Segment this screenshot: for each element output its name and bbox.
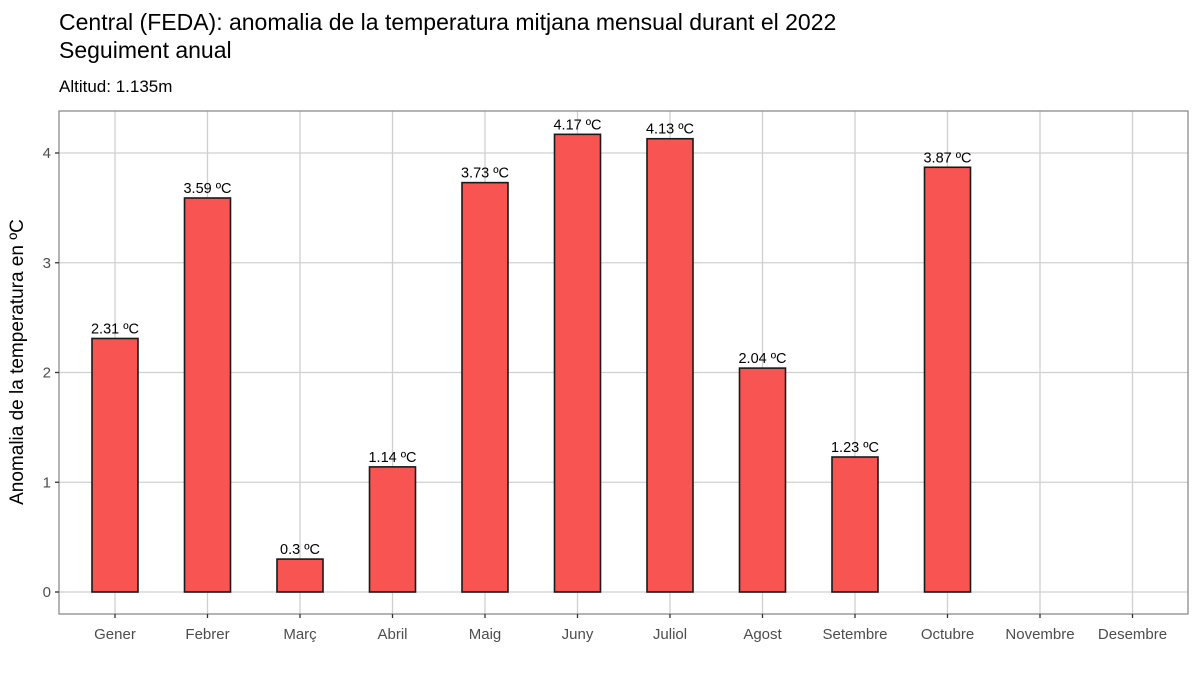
bar-value-label: 0.3 ºC — [280, 542, 320, 558]
bar-rect — [553, 133, 602, 593]
chart-title: Central (FEDA): anomalia de la temperatu… — [59, 9, 837, 35]
x-tick-label: Febrer — [185, 626, 229, 643]
bar-juny: 4.17 ºC — [553, 117, 602, 593]
x-tick-label: Maig — [469, 626, 502, 643]
bar-rect — [831, 456, 879, 593]
x-tick-label: Març — [283, 626, 317, 643]
y-axis: 0 1 2 3 4 — [43, 145, 59, 601]
x-tick-label: Agost — [743, 626, 782, 643]
bar-value-label: 2.04 ºC — [738, 351, 786, 367]
bar-value-label: 1.14 ºC — [368, 450, 416, 466]
y-tick-label: 3 — [43, 255, 51, 272]
x-tick-label: Novembre — [1005, 626, 1074, 643]
bar-value-label: 3.59 ºC — [183, 181, 231, 197]
x-tick-label: Abril — [377, 626, 407, 643]
bar-value-label: 2.31 ºC — [91, 321, 139, 337]
x-tick-label: Desembre — [1098, 626, 1167, 643]
bar-value-label: 3.87 ºC — [923, 150, 971, 166]
bar-rect — [646, 137, 694, 593]
bar-value-label: 3.73 ºC — [461, 166, 509, 182]
x-axis: Gener Febrer Març Abril Maig Juny Juliol Agost S… — [94, 614, 1167, 643]
bar-rect — [738, 367, 787, 593]
bar-value-label: 1.23 ºC — [831, 440, 879, 456]
bar-març: 0.3 ºC — [276, 542, 324, 593]
bar-rect — [183, 197, 232, 593]
bar-maig: 3.73 ºC — [461, 166, 509, 593]
bar-agost: 2.04 ºC — [738, 351, 787, 593]
y-tick-label: 4 — [43, 145, 51, 162]
y-tick-label: 2 — [43, 365, 51, 382]
chart-caption: Altitud: 1.135m — [59, 77, 173, 96]
bar-value-label: 4.13 ºC — [646, 122, 694, 138]
bar-rect — [461, 181, 509, 593]
bar-rect — [923, 166, 972, 593]
bar-abril: 1.14 ºC — [368, 450, 417, 593]
x-tick-label: Juliol — [653, 626, 687, 643]
bar-value-label: 4.17 ºC — [553, 117, 601, 133]
bars: 2.31 ºC 3.59 ºC 0.3 ºC 1.14 ºC 3.73 ºC 4.17 º… — [91, 117, 972, 593]
y-tick-label: 1 — [43, 474, 51, 491]
x-tick-label: Juny — [562, 626, 594, 643]
bar-octubre: 3.87 ºC — [923, 150, 972, 593]
x-tick-label: Setembre — [822, 626, 887, 643]
y-tick-label: 0 — [43, 584, 51, 601]
bar-rect — [368, 466, 417, 593]
chart-subtitle: Seguiment anual — [59, 37, 232, 63]
bar-setembre: 1.23 ºC — [831, 440, 879, 593]
bar-rect — [91, 337, 139, 593]
bar-febrer: 3.59 ºC — [183, 181, 232, 593]
bar-gener: 2.31 ºC — [91, 321, 139, 593]
bar-juliol: 4.13 ºC — [646, 122, 694, 593]
plot-panel-border — [58, 110, 1189, 615]
x-tick-label: Gener — [94, 626, 136, 643]
x-tick-label: Octubre — [921, 626, 974, 643]
bar-rect — [276, 558, 324, 593]
